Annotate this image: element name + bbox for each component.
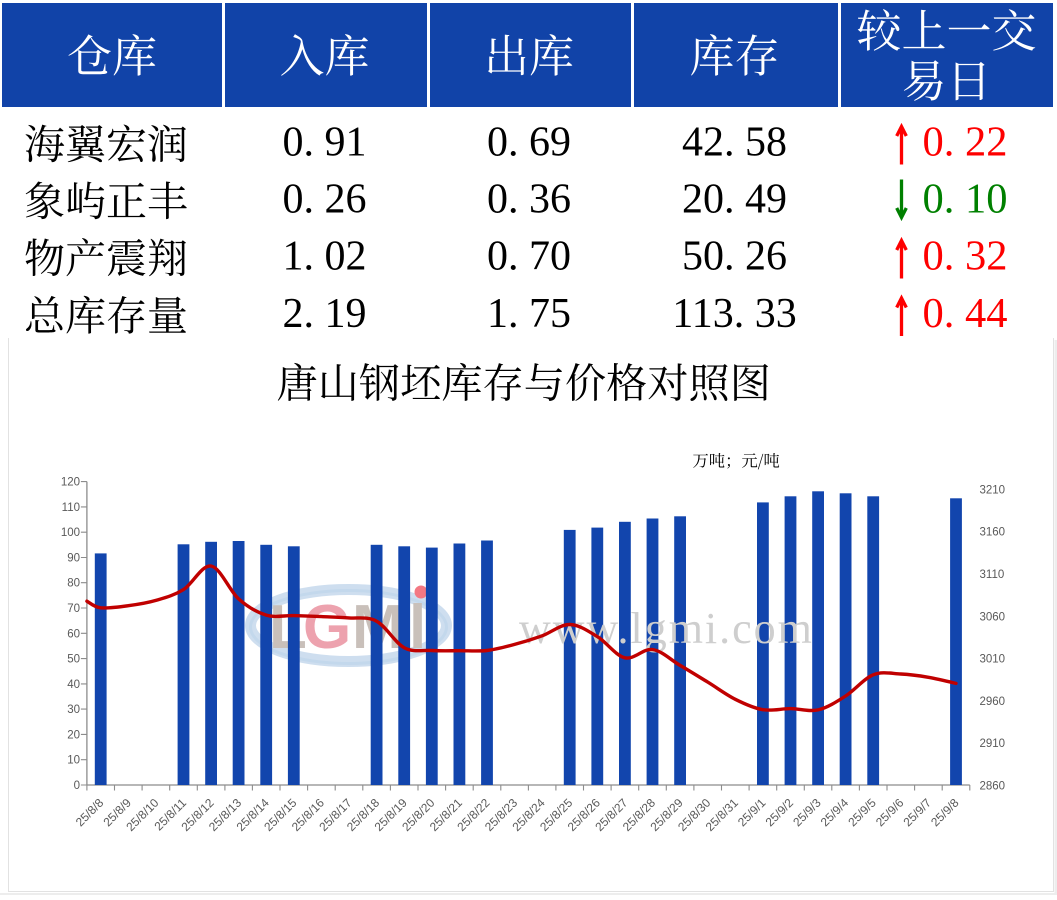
svg-text:0. 26: 0. 26 [283, 176, 367, 222]
svg-text:2860: 2860 [980, 781, 1006, 793]
svg-text:L: L [269, 593, 306, 662]
svg-text:0. 69: 0. 69 [487, 119, 571, 165]
svg-text:0. 91: 0. 91 [283, 119, 367, 165]
svg-text:40: 40 [67, 679, 80, 691]
svg-text:113. 33: 113. 33 [672, 291, 796, 337]
svg-text:70: 70 [67, 603, 80, 615]
svg-text:100: 100 [61, 527, 80, 539]
svg-text:42. 58: 42. 58 [682, 119, 787, 165]
svg-text:www.lgmi.com: www.lgmi.com [519, 604, 814, 653]
svg-text:0. 44: 0. 44 [923, 290, 1008, 337]
svg-text:0. 22: 0. 22 [923, 118, 1008, 165]
svg-text:20: 20 [67, 729, 80, 741]
svg-text:60: 60 [67, 628, 80, 640]
svg-text:80: 80 [67, 578, 80, 590]
svg-text:0: 0 [74, 780, 80, 792]
svg-text:0. 36: 0. 36 [487, 176, 571, 222]
svg-text:90: 90 [67, 553, 80, 565]
svg-text:50. 26: 50. 26 [682, 233, 787, 279]
svg-text:1. 02: 1. 02 [283, 233, 367, 279]
svg-text:2910: 2910 [980, 738, 1006, 750]
svg-text:3110: 3110 [980, 569, 1005, 581]
svg-text:1. 75: 1. 75 [487, 291, 571, 337]
svg-text:3210: 3210 [980, 484, 1006, 496]
svg-text:120: 120 [61, 477, 80, 489]
svg-text:G: G [303, 593, 351, 662]
svg-text:110: 110 [62, 502, 80, 514]
svg-text:2. 19: 2. 19 [283, 291, 367, 337]
svg-text:3010: 3010 [980, 654, 1006, 666]
svg-text:10: 10 [67, 755, 80, 767]
svg-text:0. 32: 0. 32 [923, 232, 1008, 279]
svg-text:50: 50 [67, 654, 80, 666]
svg-text:30: 30 [67, 704, 80, 716]
svg-text:20. 49: 20. 49 [682, 176, 787, 222]
svg-text:0. 70: 0. 70 [487, 233, 571, 279]
svg-text:3160: 3160 [980, 527, 1006, 539]
svg-text:2960: 2960 [980, 696, 1006, 708]
svg-text:3060: 3060 [980, 611, 1006, 623]
svg-text:0. 10: 0. 10 [923, 175, 1008, 222]
